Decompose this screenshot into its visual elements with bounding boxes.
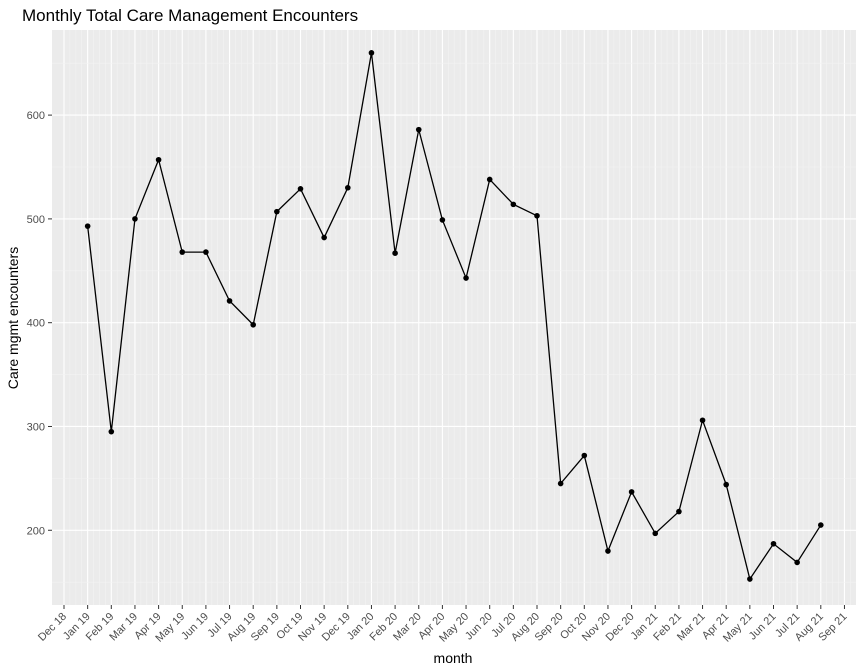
data-point [510, 201, 517, 208]
data-point [345, 184, 351, 191]
grid-lines [52, 30, 856, 605]
data-point [368, 50, 375, 56]
data-point [652, 530, 659, 537]
data-point [415, 126, 422, 133]
data-point [770, 540, 777, 547]
data-point [226, 298, 233, 304]
data-point [605, 548, 611, 554]
data-point [274, 208, 280, 215]
x-tick-label: Jun 21 [747, 611, 779, 643]
y-tick-label: 300 [27, 421, 45, 433]
data-point [297, 185, 304, 192]
data-point [534, 212, 540, 219]
y-tick-label: 500 [27, 214, 45, 226]
data-point [676, 508, 682, 515]
data-point [179, 249, 186, 255]
data-point [699, 417, 706, 424]
data-point [203, 249, 209, 255]
data-point [581, 452, 588, 459]
series-line [87, 52, 822, 581]
y-axis-title: Care mgmt encounters [5, 247, 21, 389]
y-axis: 200 300 400 500 600 [27, 110, 52, 537]
data-point [723, 481, 729, 488]
data-point [818, 522, 824, 528]
x-tick-label: Jun 20 [463, 611, 495, 643]
x-tick-label: Dec 18 [36, 611, 69, 644]
data-point [155, 156, 162, 163]
data-point [628, 489, 635, 495]
data-point [557, 480, 564, 487]
x-axis-title: month [434, 650, 473, 666]
data-point [486, 176, 493, 183]
y-tick-label: 600 [27, 110, 45, 122]
data-point [132, 216, 138, 222]
data-point [108, 428, 115, 435]
chart-title: Monthly Total Care Management Encounters [22, 6, 358, 25]
data-point [250, 321, 256, 328]
data-point [321, 234, 327, 241]
y-tick-label: 200 [27, 525, 45, 537]
data-point [747, 576, 753, 582]
series-group [84, 50, 824, 582]
data-point [84, 223, 91, 229]
y-tick-label: 400 [27, 318, 45, 330]
data-point [463, 275, 469, 281]
x-tick-label: Jun 19 [179, 611, 211, 643]
data-point [794, 559, 800, 566]
data-point [439, 217, 446, 223]
data-point [392, 250, 398, 256]
